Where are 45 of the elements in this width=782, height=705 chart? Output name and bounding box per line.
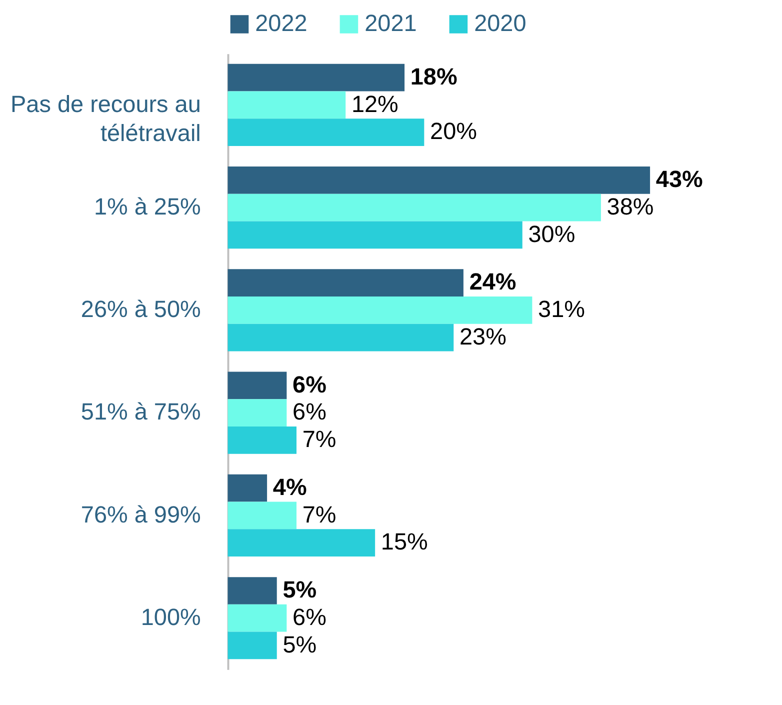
data-label: 23% xyxy=(459,323,507,350)
data-label: 6% xyxy=(292,604,327,630)
bar xyxy=(228,118,424,146)
bar xyxy=(228,372,287,400)
data-label: 7% xyxy=(302,501,336,528)
data-label: 7% xyxy=(302,426,336,452)
y-tick-label: 100% xyxy=(140,604,202,630)
data-label: 30% xyxy=(528,220,576,247)
bar xyxy=(228,426,296,454)
bar xyxy=(228,166,650,194)
y-tick-label: 76% à 99% xyxy=(80,501,202,528)
y-tick-label: 1% à 25% xyxy=(94,193,202,220)
legend-label: 2022 xyxy=(255,10,308,36)
bar xyxy=(228,529,376,557)
legend-label: 2020 xyxy=(474,10,526,36)
data-label: 38% xyxy=(606,193,654,220)
data-label: 20% xyxy=(430,118,478,144)
data-label: 4% xyxy=(272,474,307,500)
data-label: 15% xyxy=(380,528,428,555)
y-tick-label: 26% à 50% xyxy=(80,296,202,322)
bar xyxy=(228,194,601,222)
bar xyxy=(228,296,532,324)
y-tick-label: 51% à 75% xyxy=(80,398,202,425)
data-label: 6% xyxy=(292,371,327,398)
data-label: 5% xyxy=(282,576,317,603)
y-tick-label: Pas de recours au télétravail xyxy=(10,90,201,146)
data-label: 31% xyxy=(538,296,586,322)
data-label: 12% xyxy=(351,90,399,117)
data-label: 5% xyxy=(282,631,317,658)
bar xyxy=(228,577,277,604)
bar xyxy=(228,91,346,119)
bar xyxy=(228,502,296,530)
bar xyxy=(228,269,464,297)
bar xyxy=(228,632,277,660)
data-label: 43% xyxy=(656,166,703,192)
legend-label: 2021 xyxy=(364,10,417,36)
bar xyxy=(228,604,287,632)
data-label: 24% xyxy=(469,268,516,295)
bar xyxy=(228,221,522,249)
bar xyxy=(228,399,287,427)
data-label: 18% xyxy=(410,63,458,90)
bar xyxy=(228,64,405,92)
bar xyxy=(228,324,454,352)
bar xyxy=(228,474,268,502)
data-label: 6% xyxy=(292,398,327,425)
